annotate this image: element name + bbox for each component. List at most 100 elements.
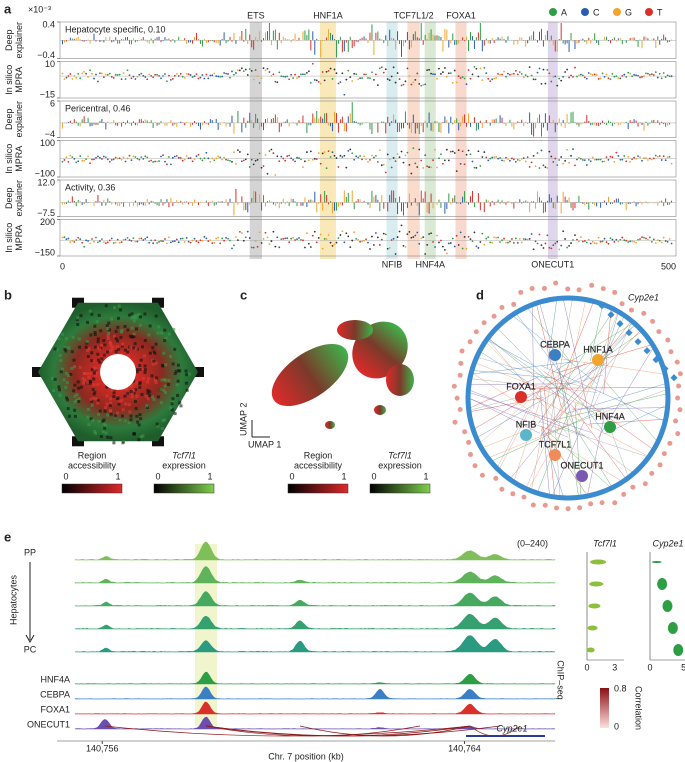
cell bbox=[185, 373, 189, 377]
mpra-dot bbox=[296, 238, 298, 241]
mpra-dot bbox=[280, 155, 283, 158]
panel-label: c bbox=[240, 287, 247, 302]
mpra-dot bbox=[313, 79, 316, 81]
mpra-dot bbox=[298, 237, 300, 239]
cell bbox=[173, 372, 177, 376]
cell bbox=[65, 381, 69, 385]
edge bbox=[571, 404, 627, 480]
mpra-dot bbox=[627, 155, 630, 158]
cell bbox=[62, 378, 66, 382]
cell bbox=[95, 346, 99, 350]
mpra-dot bbox=[467, 235, 470, 238]
mpra-dot bbox=[654, 154, 657, 157]
mpra-dot bbox=[154, 160, 157, 163]
mpra-dot bbox=[136, 157, 139, 160]
mpra-dot bbox=[307, 70, 310, 73]
mpra-dot bbox=[371, 154, 373, 157]
violin-title: Tcf7l1 bbox=[593, 538, 617, 548]
signal-track bbox=[74, 686, 556, 700]
mpra-dot bbox=[274, 80, 277, 83]
mpra-dot bbox=[256, 158, 259, 161]
mpra-dot bbox=[319, 233, 322, 236]
colorbar-tick: 1 bbox=[341, 471, 346, 481]
mpra-dot bbox=[479, 67, 482, 70]
correlation-arc bbox=[299, 725, 471, 737]
cell bbox=[137, 423, 141, 427]
mpra-dot bbox=[162, 154, 164, 157]
mpra-dot bbox=[181, 75, 184, 78]
motif-label: ETS bbox=[247, 10, 265, 20]
gene-node bbox=[530, 502, 536, 508]
mpra-dot bbox=[132, 75, 135, 78]
cell bbox=[167, 378, 171, 382]
mpra-dot bbox=[652, 74, 655, 76]
mpra-dot bbox=[493, 156, 496, 159]
cell bbox=[86, 320, 90, 324]
mpra-dot bbox=[296, 156, 298, 159]
cell bbox=[71, 335, 75, 339]
cell bbox=[130, 392, 134, 396]
cell bbox=[51, 389, 55, 393]
legend-marker bbox=[645, 8, 653, 16]
cell bbox=[152, 397, 156, 401]
mpra-dot bbox=[432, 240, 434, 243]
mpra-dot bbox=[479, 165, 482, 167]
mpra-dot bbox=[100, 238, 103, 241]
mpra-dot bbox=[134, 240, 137, 243]
mpra-dot bbox=[369, 158, 371, 161]
mpra-dot bbox=[288, 241, 291, 244]
gene-node bbox=[621, 491, 627, 497]
cell bbox=[116, 347, 120, 351]
cell bbox=[73, 408, 77, 412]
signal-track bbox=[74, 591, 556, 607]
tf-label: ONECUT1 bbox=[560, 460, 603, 470]
mpra-dot bbox=[209, 160, 212, 163]
mpra-dot bbox=[658, 72, 661, 75]
edge bbox=[479, 351, 530, 384]
cell bbox=[85, 341, 89, 345]
cell bbox=[156, 395, 160, 399]
legend-label: A bbox=[561, 7, 567, 17]
cell bbox=[132, 379, 136, 383]
cell bbox=[129, 345, 133, 349]
cell bbox=[132, 332, 136, 336]
mpra-dot bbox=[61, 160, 64, 163]
mpra-dot bbox=[430, 166, 432, 169]
mpra-dot bbox=[351, 239, 354, 242]
cell bbox=[123, 419, 127, 423]
mpra-dot bbox=[114, 73, 117, 76]
edge bbox=[551, 301, 594, 407]
group-label: Hepatocytes bbox=[8, 574, 18, 625]
mpra-dot bbox=[398, 156, 401, 159]
legend-marker bbox=[613, 8, 621, 16]
panel-label: e bbox=[4, 529, 11, 544]
mpra-dot bbox=[132, 237, 135, 240]
cell bbox=[160, 427, 164, 431]
mpra-dot bbox=[152, 161, 155, 163]
mpra-dot bbox=[110, 159, 113, 161]
mpra-dot bbox=[116, 238, 119, 241]
mpra-dot bbox=[601, 72, 604, 75]
signal-track bbox=[74, 635, 556, 653]
mpra-dot bbox=[169, 163, 172, 166]
mpra-dot bbox=[136, 240, 139, 243]
mpra-dot bbox=[428, 68, 431, 71]
gene-node bbox=[577, 505, 583, 511]
mpra-dot bbox=[95, 73, 97, 76]
mpra-dot bbox=[327, 234, 330, 236]
mpra-dot bbox=[335, 157, 338, 159]
mpra-dot bbox=[647, 72, 649, 75]
mpra-dot bbox=[621, 75, 624, 77]
diamond bbox=[625, 329, 633, 337]
row-label-line: explainer bbox=[14, 180, 24, 217]
mpra-dot bbox=[501, 73, 503, 76]
mpra-dot bbox=[378, 244, 381, 246]
mpra-dot bbox=[645, 157, 647, 159]
cell bbox=[86, 372, 90, 376]
mpra-dot bbox=[384, 68, 387, 71]
gene-node bbox=[452, 419, 458, 425]
mpra-dot bbox=[572, 148, 574, 151]
cell bbox=[175, 383, 179, 387]
mpra-dot bbox=[321, 71, 324, 73]
cell bbox=[143, 370, 147, 374]
